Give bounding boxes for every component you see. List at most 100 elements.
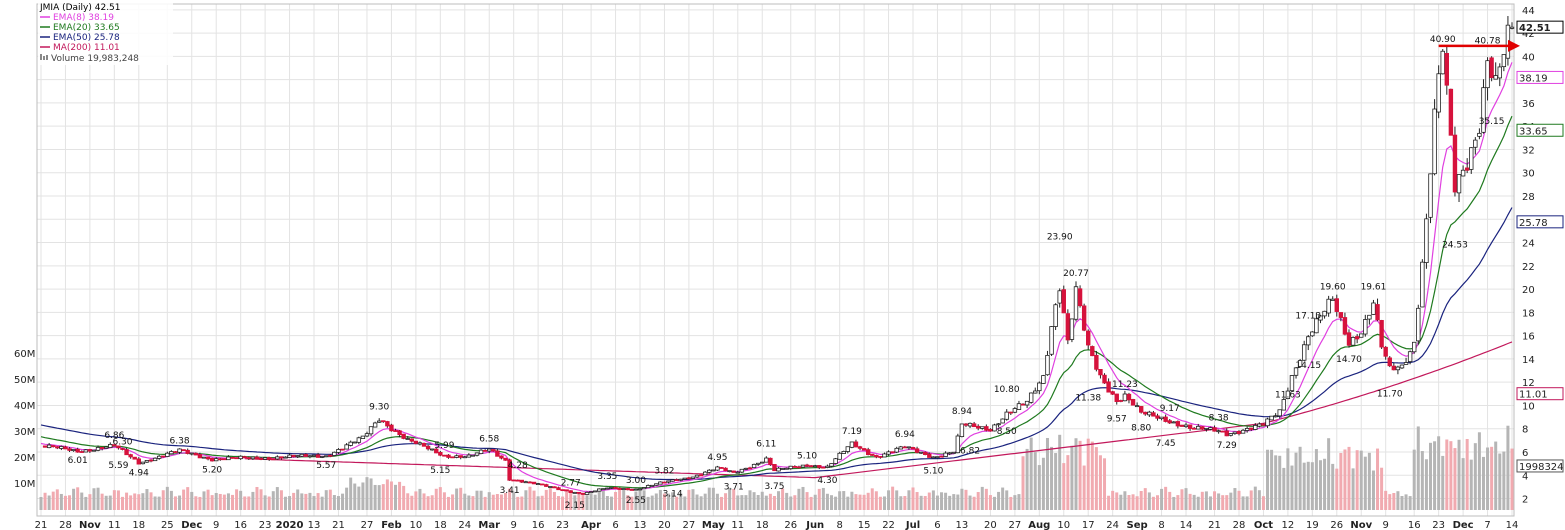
volume-bar: [1494, 441, 1498, 510]
candle-down: [87, 449, 93, 452]
candle-down: [674, 479, 679, 482]
candle-down: [303, 454, 309, 457]
date-tick-label: 21: [35, 520, 48, 530]
volume-bar: [88, 494, 92, 510]
volume-bar: [1408, 496, 1412, 510]
volume-bar: [911, 487, 915, 510]
volume-bar: [752, 492, 756, 510]
candle-up: [609, 487, 614, 489]
candle-up: [1073, 286, 1079, 320]
candle-down: [381, 420, 386, 423]
volume-bar: [870, 488, 874, 510]
candle-down: [393, 430, 398, 432]
candle-down: [1200, 426, 1205, 430]
price-tick-label: 20: [1522, 285, 1535, 296]
volume-bar: [834, 496, 838, 510]
volume-bar: [703, 493, 707, 510]
candle-up: [678, 478, 683, 481]
price-annotation: 24.53: [1442, 240, 1468, 250]
volume-tick-label: 30M: [14, 427, 35, 438]
candle-up: [1134, 405, 1140, 408]
price-annotation: 4.94: [129, 468, 149, 478]
candle-down: [1375, 304, 1380, 321]
date-tick-label: 11: [731, 520, 744, 530]
volume-bar: [1420, 451, 1424, 510]
candle-down: [1346, 332, 1352, 346]
candle-down: [193, 452, 199, 456]
candle-up: [1293, 367, 1299, 376]
value-tag-text: 11.01: [1519, 390, 1548, 401]
candle-up: [658, 481, 663, 485]
candle-up: [201, 456, 207, 459]
candle-down: [1151, 412, 1156, 417]
value-tag-box: [1516, 215, 1564, 229]
candle-down: [731, 470, 736, 473]
candle-up: [621, 488, 626, 490]
price-axis: 2468101214161820222426283032343638404244: [1522, 6, 1535, 506]
candle-up: [1041, 375, 1046, 384]
price-tick-label: 44: [1522, 6, 1535, 17]
candle-up: [548, 486, 553, 488]
volume-bar: [719, 496, 723, 510]
volume-bar: [422, 493, 426, 510]
value-tag-box: [1516, 459, 1564, 473]
volume-bar: [1127, 495, 1131, 510]
volume-bar: [581, 493, 585, 510]
volume-bar: [593, 494, 597, 510]
volume-bar: [202, 491, 206, 510]
candle-down: [1448, 88, 1454, 136]
price-tick-label: 16: [1522, 332, 1535, 343]
date-tick-label: Sep: [1127, 520, 1148, 530]
volume-bar: [1323, 458, 1327, 510]
candle-up: [165, 452, 170, 457]
candle-up: [1432, 108, 1437, 175]
volume-bar: [609, 496, 613, 510]
volume-bar: [1180, 489, 1184, 510]
candle-down: [1444, 52, 1450, 86]
candlesticks: [42, 16, 1515, 495]
value-tag-box: [1516, 387, 1564, 401]
price-annotation: 9.57: [1107, 414, 1127, 424]
candle-up: [1420, 261, 1425, 308]
volume-bar: [605, 495, 609, 510]
volume-bar: [1331, 463, 1335, 510]
volume-bar: [1412, 449, 1416, 510]
candle-down: [1126, 393, 1132, 401]
candle-up: [751, 463, 757, 469]
candle-down: [613, 487, 618, 490]
legend-ma200: MA(200) 11.01: [53, 43, 120, 53]
volume-bar: [442, 492, 446, 510]
date-tick-label: May: [702, 520, 725, 530]
volume-bar: [495, 494, 499, 510]
candle-down: [458, 455, 463, 458]
volume-bar: [129, 495, 133, 510]
date-tick-label: 27: [683, 520, 696, 530]
date-tick-label: Nov: [1350, 520, 1372, 530]
volume-bar: [642, 490, 646, 510]
candle-up: [1208, 427, 1213, 430]
candle-down: [1143, 411, 1148, 415]
volume-bar: [1078, 440, 1082, 510]
price-annotation: 35.15: [1479, 117, 1505, 127]
volume-bar: [108, 495, 112, 510]
volume-bar: [1465, 438, 1469, 510]
candle-up: [1407, 351, 1413, 363]
volume-bar: [1424, 459, 1428, 510]
price-tick-label: 28: [1522, 192, 1535, 203]
volume-bar: [1359, 450, 1363, 510]
price-tick-label: 24: [1522, 239, 1535, 250]
candle-down: [442, 454, 447, 457]
candle-up: [825, 465, 830, 468]
candle-down: [747, 467, 753, 470]
price-tick-label: 14: [1522, 355, 1535, 366]
candle-down: [1094, 354, 1099, 370]
date-tick-label: 18: [132, 520, 145, 530]
price-annotation: 9.30: [369, 403, 389, 413]
volume-bar: [1314, 449, 1318, 510]
volume-bar: [169, 490, 173, 510]
volume-bar: [1453, 448, 1457, 510]
volume-bar: [47, 495, 51, 510]
candle-up: [882, 453, 887, 458]
volume-bar: [768, 493, 772, 510]
volume-bar: [491, 494, 495, 510]
